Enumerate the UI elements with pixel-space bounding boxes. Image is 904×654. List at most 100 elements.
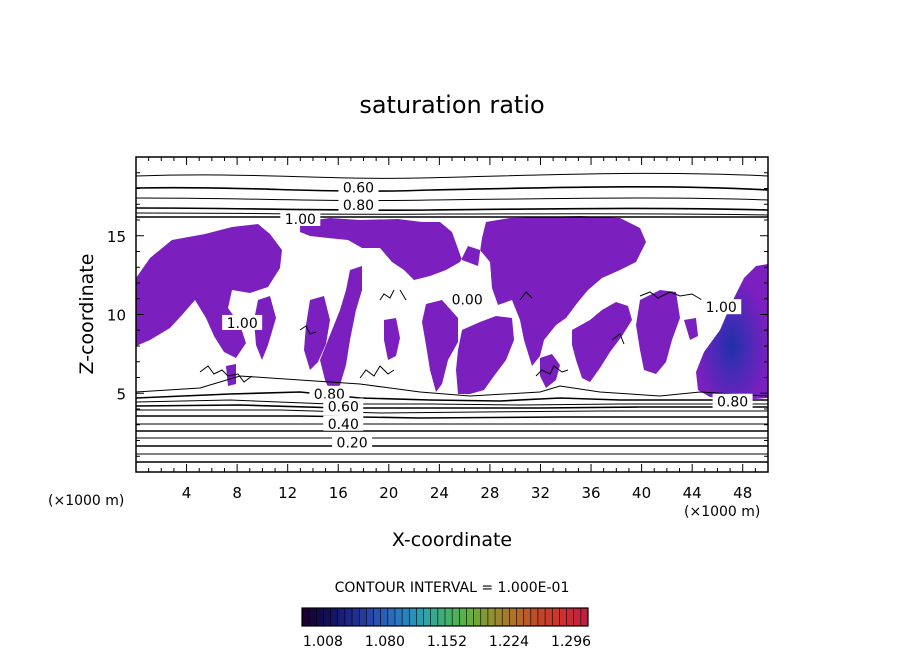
filled-region-left-tail: [254, 296, 276, 360]
x-tick-label: 4: [182, 484, 192, 502]
contour-label: 0.60: [328, 399, 359, 415]
colorbar-cell: [409, 608, 417, 626]
colorbar-tick-label: 1.008: [303, 634, 343, 650]
x-axis-label: X-coordinate: [392, 529, 512, 551]
colorbar-cell: [573, 608, 582, 626]
contour-line: [136, 409, 768, 414]
contour-label: 0.60: [343, 181, 374, 197]
colorbar-cell: [352, 608, 360, 626]
colorbar-cell: [559, 608, 567, 626]
colorbar-cell: [452, 608, 460, 626]
colorbar-tick-labels: 1.008 1.080 1.152 1.224 1.296: [303, 634, 591, 650]
colorbar-cell: [323, 608, 331, 626]
chart-title: saturation ratio: [359, 91, 544, 119]
filled-region-right-small: [684, 318, 698, 340]
filled-region-top: [300, 216, 646, 366]
colorbar-cell: [337, 608, 346, 626]
contour-label-bg: [309, 385, 350, 401]
contour-line: [639, 291, 703, 301]
colorbar-cell: [416, 608, 424, 626]
colorbar-cell: [330, 608, 339, 626]
contour-interval-label: CONTOUR INTERVAL = 1.000E-01: [335, 580, 570, 596]
contour-label-bg: [332, 434, 373, 450]
contour-label: 1.00: [706, 300, 737, 316]
contour-label: 0.00: [452, 292, 483, 308]
colorbar-tick-label: 1.152: [427, 634, 467, 650]
y-axis: 5 10 15: [107, 172, 768, 457]
colorbar-cell: [430, 608, 439, 626]
contour-label-bg: [280, 211, 321, 226]
x-tick-label: 12: [278, 484, 297, 502]
contour-label-bg: [712, 393, 753, 409]
colorbar-cell: [373, 608, 382, 626]
contour-line: [136, 212, 768, 216]
colorbar-cell: [495, 608, 503, 626]
x-axis: 4 8 12 16 20 24 28 32 36 40 44 48: [148, 157, 756, 502]
x-tick-label: 20: [379, 484, 398, 502]
colorbar-cell: [309, 608, 317, 626]
colorbar-cell: [394, 608, 403, 626]
y-tick-label: 15: [107, 228, 126, 246]
contour-line: [136, 172, 768, 179]
colorbar-cell: [359, 608, 367, 626]
colorbar-cell: [302, 608, 310, 626]
colorbar-cell: [316, 608, 324, 626]
filled-region-left: [136, 224, 282, 358]
filled-region-mid-f: [636, 290, 680, 374]
contour-line: [359, 365, 395, 379]
colorbar-tick-label: 1.080: [365, 634, 405, 650]
filled-region-mid-a: [320, 266, 362, 396]
colorbar-cell: [530, 608, 539, 626]
contour-label: 0.20: [337, 436, 368, 452]
filled-region-mid-e: [572, 302, 632, 382]
colorbar-cell: [487, 608, 496, 626]
colorbar-tick-label: 1.224: [489, 634, 529, 650]
colorbar-cell: [580, 608, 589, 626]
contour-label-bg: [338, 196, 379, 212]
contour-line: [136, 404, 768, 409]
colorbar-cell: [566, 608, 575, 626]
contour-line: [535, 365, 569, 377]
colorbar: [301, 607, 589, 627]
colorbar-cell: [344, 608, 353, 626]
filled-region-mid-h: [384, 318, 400, 360]
contour-line: [136, 197, 768, 202]
filled-region-mid-c: [422, 300, 458, 392]
supersaturated-regions: [136, 216, 768, 400]
x-tick-label: 28: [480, 484, 499, 502]
colorbar-cell: [423, 608, 432, 626]
x-tick-label: 8: [232, 484, 242, 502]
colorbar-cell: [402, 608, 410, 626]
filled-region-mid-d: [456, 316, 514, 394]
contour-label-bg: [338, 179, 379, 195]
colorbar-cell: [380, 608, 389, 626]
contour-lines: [136, 172, 768, 463]
colorbar-cell: [473, 608, 482, 626]
x-unit-right: (×1000 m): [684, 504, 760, 520]
x-tick-label: 40: [632, 484, 651, 502]
contour-label: 0.80: [343, 198, 374, 214]
colorbar-cell: [523, 608, 532, 626]
contour-label: 1.00: [227, 316, 258, 332]
colorbar-cell: [366, 608, 374, 626]
colorbar-cell: [516, 608, 525, 626]
y-axis-label: Z-coordinate: [76, 254, 98, 375]
x-tick-label: 32: [531, 484, 550, 502]
contour-label-bg: [447, 291, 488, 307]
contour-labels: 0.600.801.001.000.800.600.400.200.800.00…: [222, 179, 753, 452]
colorbar-cell: [545, 608, 553, 626]
contour-line: [136, 399, 768, 406]
x-tick-label: 48: [733, 484, 752, 502]
x-tick-label: 36: [581, 484, 600, 502]
filled-region-mid-b: [304, 296, 330, 370]
x-tick-label: 16: [329, 484, 348, 502]
filled-region-mid-g: [540, 354, 560, 388]
contour-label-bg: [323, 415, 364, 431]
contour-line: [136, 207, 768, 211]
colorbar-cell: [480, 608, 489, 626]
colorbar-cell: [466, 608, 474, 626]
colorbar-tick-label: 1.296: [551, 634, 591, 650]
contour-line: [136, 186, 768, 192]
contour-line: [199, 365, 253, 383]
